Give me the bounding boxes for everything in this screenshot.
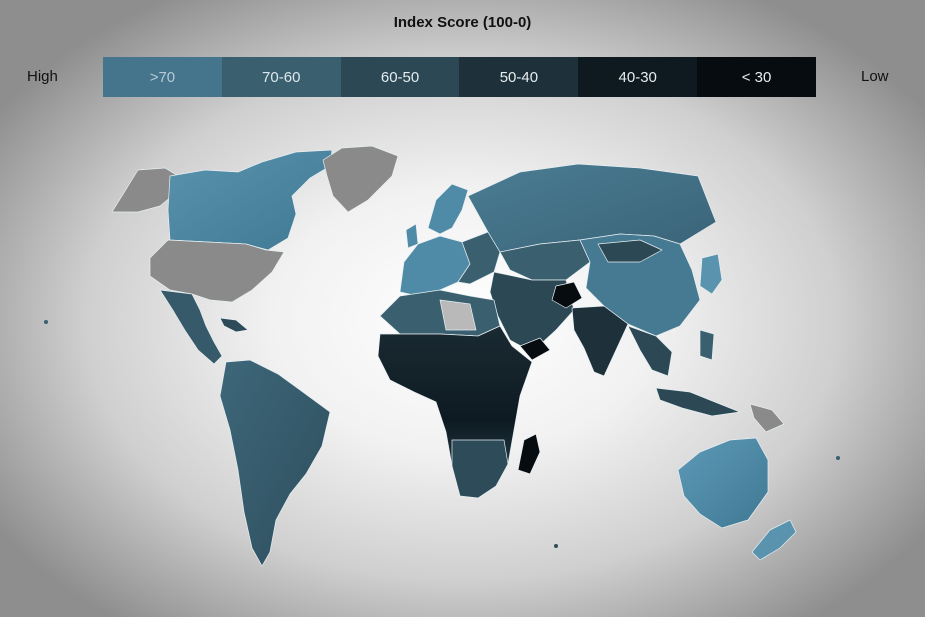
indonesia-region (655, 387, 741, 417)
south-america-region (219, 359, 331, 567)
pacific-island (554, 544, 558, 548)
mexico-central-america-region (159, 289, 223, 365)
canada-region (167, 149, 333, 251)
scandinavia-region (427, 183, 469, 235)
fiji-island (836, 456, 840, 460)
united-states-region (149, 239, 285, 303)
papua-new-guinea-region (749, 403, 785, 433)
southeast-asia-region (627, 325, 673, 377)
india-region (571, 305, 629, 377)
mongolia-region (597, 239, 663, 263)
legend-low-label: Low (861, 68, 889, 85)
central-asia-region (499, 239, 591, 281)
hawaii-island (44, 320, 48, 324)
legend-bin-1: >70 (103, 57, 222, 97)
legend-bin-3: 60-50 (340, 57, 460, 97)
afghanistan-region (551, 281, 583, 309)
north-africa-region (379, 289, 501, 337)
greenland-region (322, 145, 399, 213)
uk-ireland (405, 223, 419, 249)
libya-region (439, 299, 477, 331)
legend-bin-2: 70-60 (221, 57, 341, 97)
madagascar-region (517, 433, 541, 475)
legend-high-label: High (27, 68, 58, 85)
cuba-caribbean (219, 317, 249, 333)
legend-bar: >70 70-60 60-50 50-40 40-30 < 30 (103, 57, 816, 97)
legend-bin-6: < 30 (697, 57, 816, 97)
legend-bin-4: 50-40 (459, 57, 579, 97)
yemen-region (519, 337, 551, 361)
australia-region (677, 437, 769, 529)
philippines-region (699, 329, 715, 361)
legend-bin-5: 40-30 (578, 57, 698, 97)
japan-region (699, 253, 723, 295)
legend-title: Index Score (100-0) (393, 14, 532, 31)
southern-africa-region (451, 439, 509, 499)
new-zealand-region (751, 519, 797, 561)
